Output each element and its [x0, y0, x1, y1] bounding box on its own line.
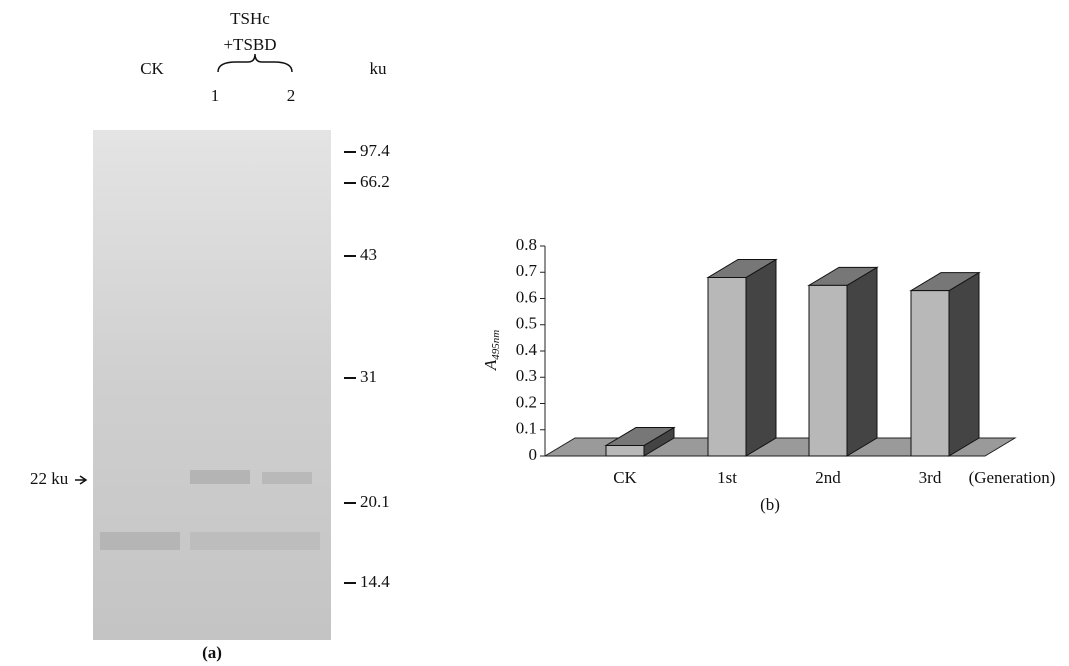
x-tick-label: CK	[613, 468, 637, 487]
x-axis-label: (Generation)	[969, 468, 1056, 487]
x-tick-label: 2nd	[815, 468, 841, 487]
bar	[809, 285, 847, 456]
lane-label: CK	[140, 59, 164, 78]
bar	[708, 278, 746, 457]
figure: CK TSHc +TSBD 1 2 ku 22 ku (a) A495nm (G…	[0, 0, 1069, 666]
brace	[218, 54, 292, 72]
marker-label: 66.2	[360, 172, 390, 191]
gel-band	[100, 532, 180, 550]
bar-chart: A495nm (Generation) (b) 0 0.1 0.2 0.3 0.4 0.5…	[481, 235, 1056, 514]
marker-label: 20.1	[360, 492, 390, 511]
bar-side	[949, 273, 979, 456]
bar-side	[746, 260, 776, 457]
arrow	[75, 476, 86, 484]
y-tick-label: 0.3	[516, 366, 537, 385]
caption: (a)	[202, 643, 222, 662]
bar-side	[847, 267, 877, 456]
marker-label: 43	[360, 245, 377, 264]
gel-image	[93, 130, 331, 640]
y-axis-label-sub: 495nm	[490, 330, 502, 360]
bar	[606, 446, 644, 457]
band-label: 22 ku	[30, 469, 69, 488]
y-tick-label: 0	[529, 445, 538, 464]
y-tick-label: 0.4	[516, 340, 538, 359]
marker-label: 14.4	[360, 572, 390, 591]
y-tick-label: 0.8	[516, 235, 537, 254]
lane-label: 1	[211, 86, 220, 105]
bar	[911, 291, 949, 456]
unit-label: ku	[370, 59, 388, 78]
y-axis-label-main: A	[481, 359, 500, 371]
marker-label: 31	[360, 367, 377, 386]
lane-label: 2	[287, 86, 296, 105]
y-tick-label: 0.6	[516, 287, 537, 306]
y-tick-label: 0.1	[516, 419, 537, 438]
gel-band	[262, 472, 312, 484]
gel-band	[190, 470, 250, 484]
y-tick-label: 0.5	[516, 314, 537, 333]
marker-label: 97.4	[360, 141, 390, 160]
gel-panel: CK TSHc +TSBD 1 2 ku 22 ku (a)	[30, 9, 387, 662]
lane-label: +TSBD	[223, 35, 276, 54]
lane-label: TSHc	[230, 9, 270, 28]
gel-band	[190, 532, 320, 550]
y-tick-label: 0.2	[516, 392, 537, 411]
x-tick-label: 1st	[717, 468, 737, 487]
y-tick-label: 0.7	[516, 261, 538, 280]
x-tick-label: 3rd	[919, 468, 942, 487]
caption: (b)	[760, 495, 780, 514]
y-axis-label: A495nm	[481, 330, 502, 371]
